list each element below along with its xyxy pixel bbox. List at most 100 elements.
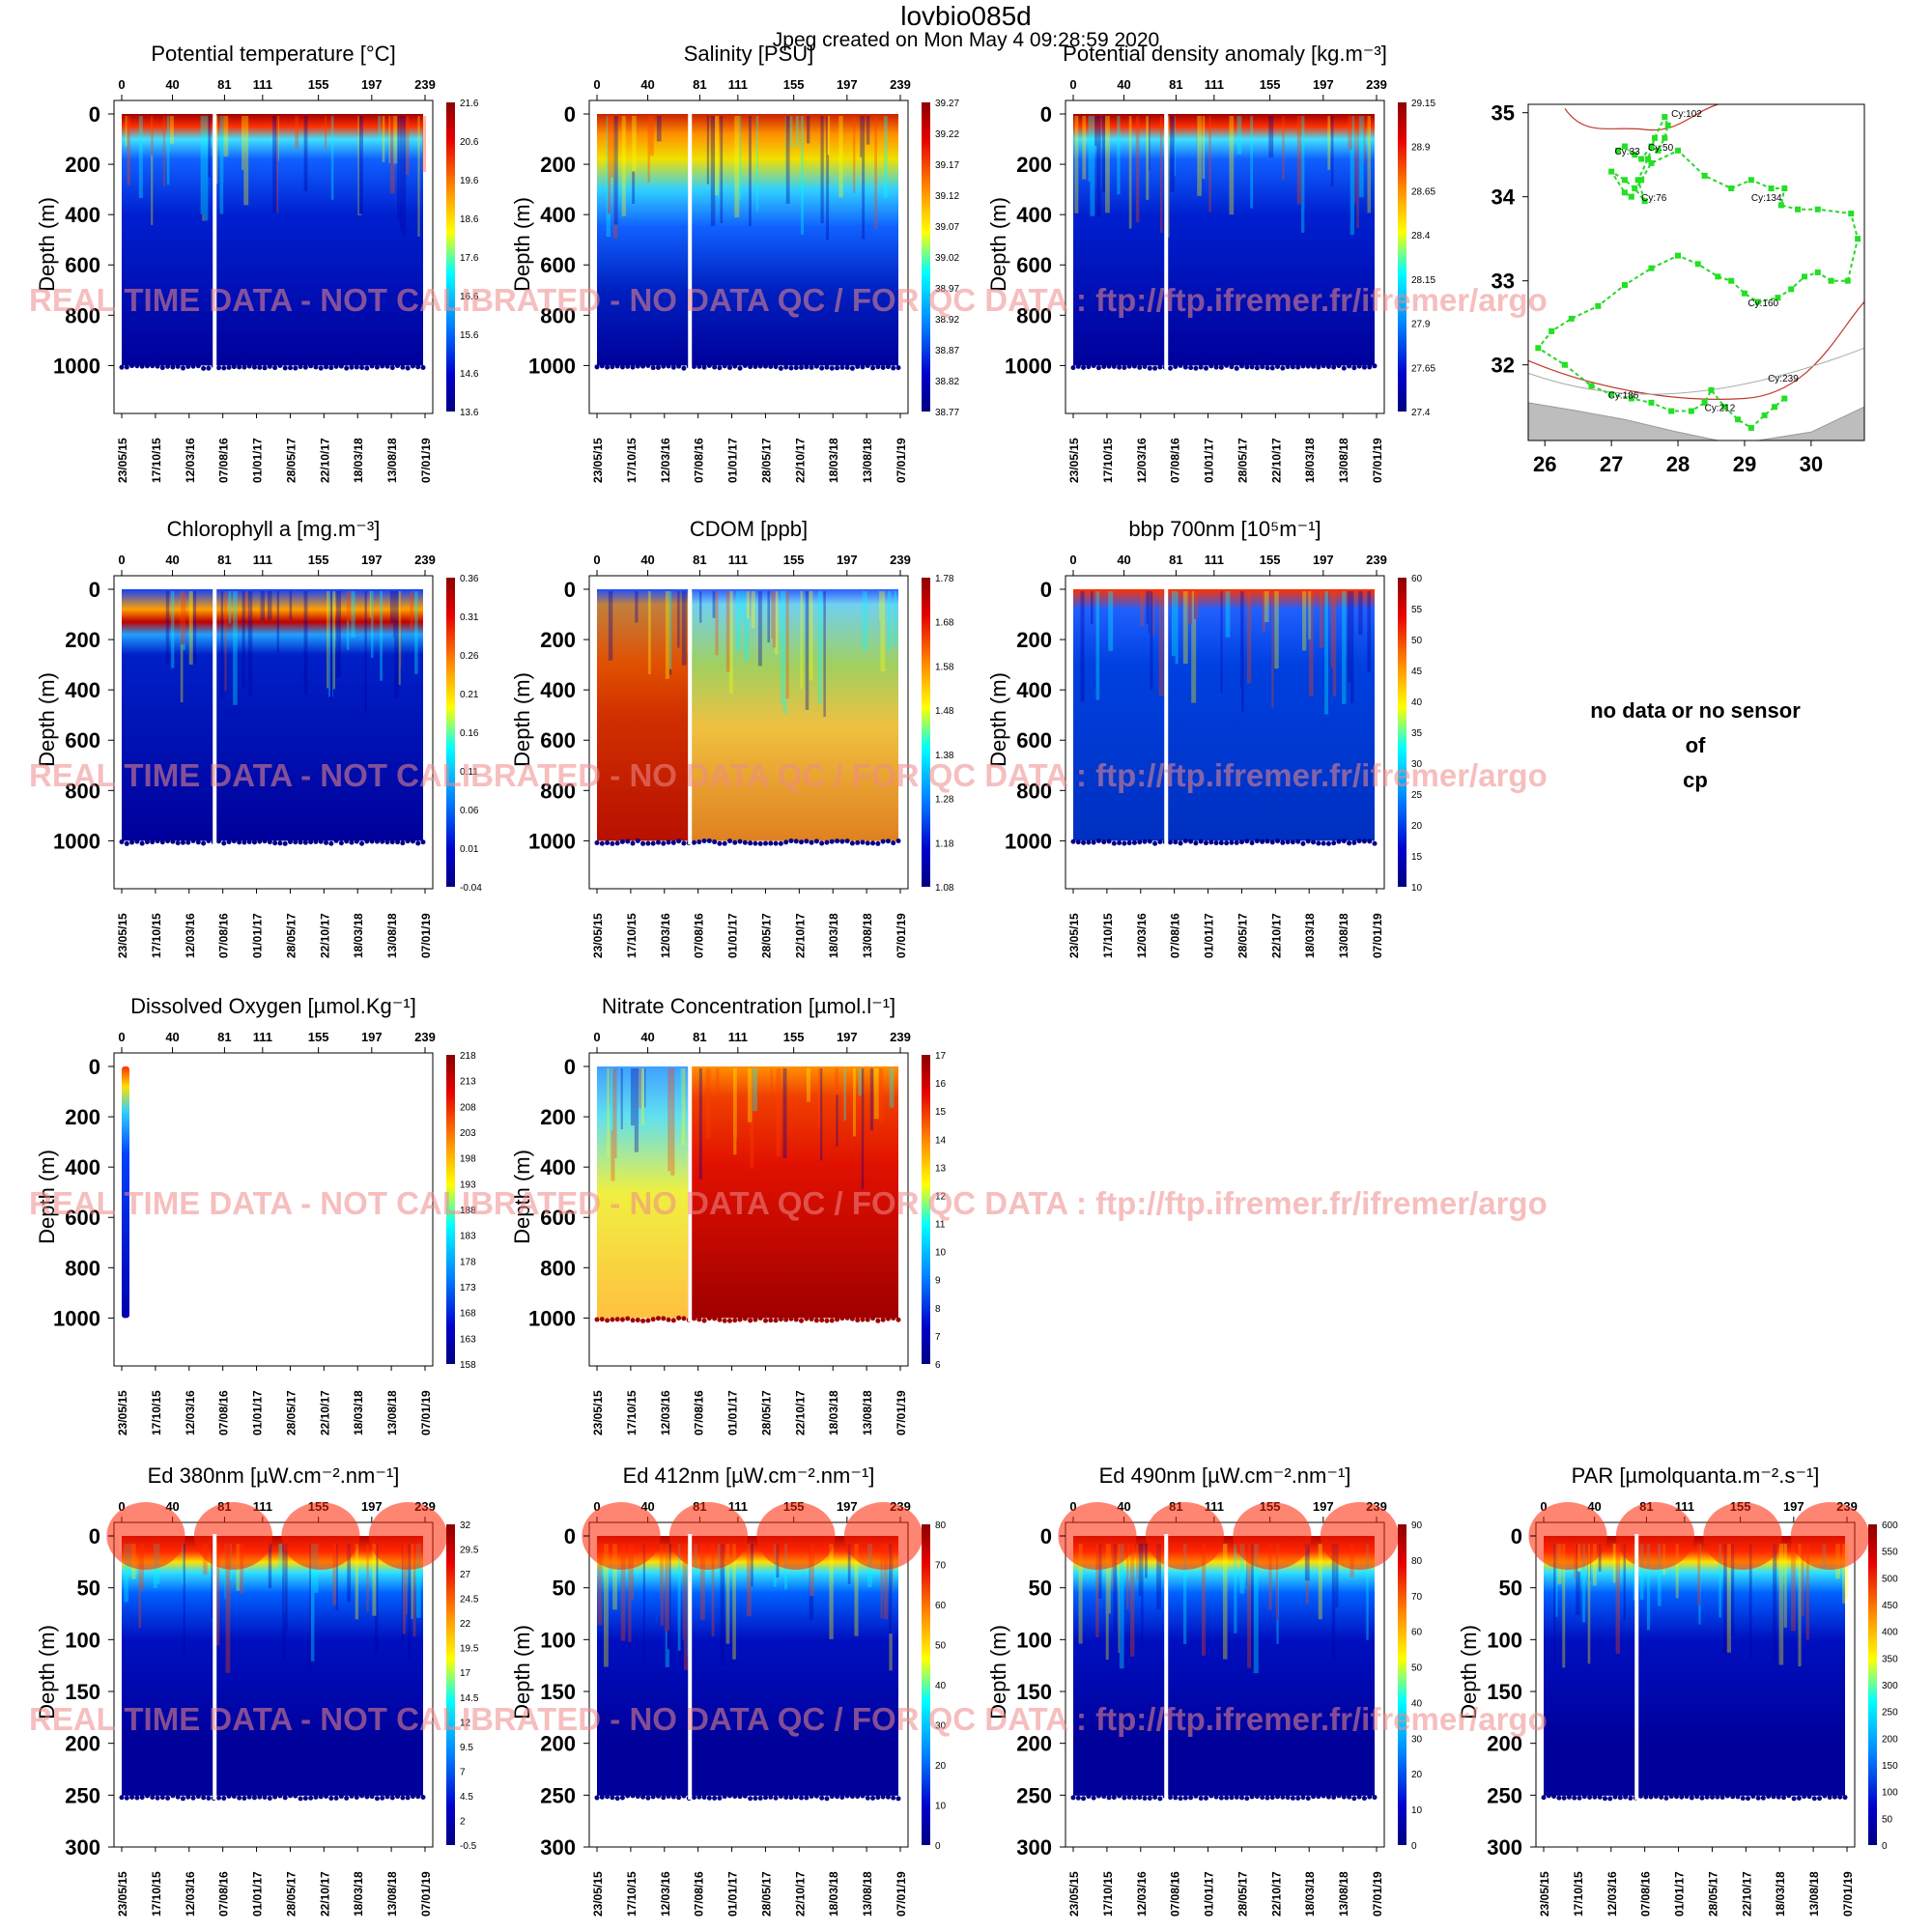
colorbar-tick-label: 7 [460, 1767, 466, 1777]
texture-streak [869, 1068, 873, 1130]
bottom-point [1157, 1796, 1163, 1802]
bottom-point [1203, 1795, 1208, 1801]
date-tick-label: 18/03/18 [1303, 913, 1317, 958]
date-tick-label: 01/01/17 [1203, 913, 1216, 958]
bottom-point [1648, 1794, 1654, 1800]
bottom-point [1249, 364, 1255, 370]
colorbar-tick-label: 178 [460, 1257, 476, 1267]
texture-streak [171, 591, 175, 668]
bottom-point [180, 839, 185, 845]
bottom-point [1347, 1794, 1352, 1800]
texture-streak [751, 591, 755, 629]
bottom-point [1075, 839, 1081, 845]
texture-streak [303, 116, 308, 191]
float-position [1662, 114, 1668, 121]
bottom-point [165, 363, 171, 369]
texture-streak [820, 116, 824, 187]
date-tick-label: 07/08/16 [217, 1871, 231, 1917]
float-position [1588, 383, 1595, 389]
texture-streak [820, 116, 824, 224]
date-tick-label: 12/03/16 [1135, 1871, 1149, 1917]
bottom-point [405, 365, 411, 371]
bottom-point [1122, 840, 1127, 846]
bottom-point [844, 1793, 850, 1799]
cycle-tick-label: 81 [693, 77, 706, 92]
date-tick-label: 18/03/18 [827, 1871, 840, 1917]
texture-streak [728, 591, 733, 695]
bottom-point [875, 364, 881, 370]
texture-streak [843, 1068, 846, 1122]
map-lon-axis: 26 27 28 29 30 [1533, 440, 1823, 476]
bottom-point [277, 362, 283, 368]
plot-frame [1065, 1521, 1385, 1848]
bottom-point [1178, 362, 1183, 368]
bottom-point [308, 839, 314, 845]
texture-streak [346, 591, 350, 650]
float-position [1548, 327, 1555, 334]
texture-streak [1119, 1544, 1124, 1669]
bottom-point [1786, 1793, 1792, 1799]
texture-streak [665, 591, 669, 679]
bottom-point [1817, 1796, 1823, 1802]
bottom-point [1689, 1795, 1694, 1801]
colorbar-tick-label: 21.6 [460, 99, 479, 109]
date-tick-label: 17/10/15 [150, 438, 163, 483]
bottom-point [819, 840, 825, 846]
bottom-point [696, 1794, 702, 1800]
texture-streak [358, 116, 363, 214]
cycle-tick-label: 197 [837, 1030, 858, 1044]
bottom-point [824, 1796, 830, 1802]
bottom-point [308, 363, 314, 369]
texture-streak [648, 591, 651, 675]
depth-tick-label: 250 [1016, 1783, 1052, 1807]
colorbar-tick-label: 39.17 [935, 160, 959, 171]
watermark-row-4: REAL TIME DATA - NOT CALIBRATED - NO DAT… [29, 1701, 1548, 1737]
bottom-point [389, 365, 395, 371]
depth-tick-label: 1000 [528, 354, 576, 378]
bottom-point [1285, 839, 1291, 845]
texture-streak [207, 116, 212, 178]
bottom-point [1173, 363, 1179, 369]
bottom-point [1361, 1796, 1367, 1802]
bottom-point [1106, 838, 1112, 844]
texture-streak [781, 591, 786, 704]
bottom-point [1070, 365, 1076, 371]
bottom-point [768, 363, 774, 369]
depth-tick-label: 800 [540, 303, 576, 327]
depth-tick-label: 0 [1511, 1524, 1522, 1548]
texture-streak [597, 1544, 603, 1626]
bottom-point [1178, 840, 1183, 846]
bottom-point [1269, 365, 1275, 371]
texture-streak [1171, 591, 1177, 656]
texture-streak [682, 1544, 688, 1641]
date-tick-label: 12/03/16 [659, 1390, 672, 1435]
date-tick-label: 28/05/17 [284, 1390, 298, 1435]
texture-streak [327, 591, 329, 689]
bottom-point [839, 838, 845, 844]
bottom-point [282, 1795, 288, 1801]
texture-streak [725, 591, 730, 672]
bottom-point [860, 364, 866, 370]
texture-streak [183, 1544, 185, 1657]
bottom-point [1367, 838, 1373, 844]
bottom-point [333, 1795, 339, 1801]
depth-axis-title: Depth (m) [35, 1625, 59, 1719]
colorbar-tick-label: 25 [1411, 790, 1423, 801]
texture-streak [749, 116, 752, 227]
bottom-point [159, 839, 165, 845]
bottom-point [1659, 1794, 1664, 1800]
texture-streak [1332, 591, 1337, 696]
bottom-point [835, 1317, 840, 1322]
bottom-point [804, 1795, 810, 1801]
bottom-point [1311, 363, 1317, 369]
colorbar-tick-label: 70 [1411, 1592, 1423, 1603]
bottom-point [630, 364, 636, 370]
bottom-point [875, 840, 881, 846]
texture-streak [138, 1544, 142, 1629]
bottom-point [1561, 1795, 1567, 1801]
bottom-point [1587, 1795, 1593, 1801]
date-tick-label: 17/10/15 [625, 438, 639, 483]
bottom-point [706, 362, 712, 368]
